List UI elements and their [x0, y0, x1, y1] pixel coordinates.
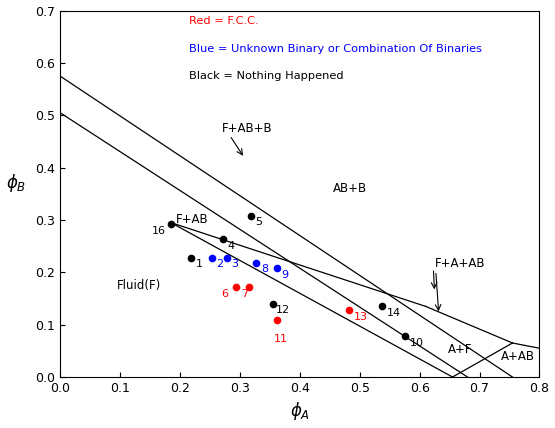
Text: Red = F.C.C.: Red = F.C.C. — [189, 16, 259, 26]
Text: 1: 1 — [195, 259, 203, 269]
Text: F+AB+B: F+AB+B — [222, 122, 273, 135]
X-axis label: $\phi_A$: $\phi_A$ — [290, 401, 310, 422]
Text: 14: 14 — [387, 308, 401, 318]
Text: 6: 6 — [221, 288, 228, 299]
Y-axis label: $\phi_B$: $\phi_B$ — [6, 172, 26, 194]
Text: 7: 7 — [241, 288, 249, 299]
Text: 3: 3 — [231, 259, 239, 269]
Text: F+AB: F+AB — [175, 214, 208, 226]
Text: 8: 8 — [261, 265, 268, 274]
Text: 4: 4 — [228, 241, 235, 251]
Text: AB+B: AB+B — [332, 182, 367, 195]
Text: 9: 9 — [282, 270, 289, 280]
Text: 13: 13 — [354, 312, 369, 321]
Text: Black = Nothing Happened: Black = Nothing Happened — [189, 71, 344, 81]
Text: F+A+AB: F+A+AB — [435, 257, 485, 270]
Text: 11: 11 — [274, 334, 288, 344]
Text: A+F: A+F — [448, 343, 473, 356]
Text: 10: 10 — [410, 338, 423, 348]
Text: Fluid(F): Fluid(F) — [117, 279, 161, 292]
Text: 16: 16 — [152, 226, 166, 236]
Text: 2: 2 — [216, 259, 224, 269]
Text: Blue = Unknown Binary or Combination Of Binaries: Blue = Unknown Binary or Combination Of … — [189, 44, 482, 54]
Text: 5: 5 — [255, 217, 263, 227]
Text: A+AB: A+AB — [501, 350, 534, 363]
Text: 12: 12 — [276, 305, 290, 315]
